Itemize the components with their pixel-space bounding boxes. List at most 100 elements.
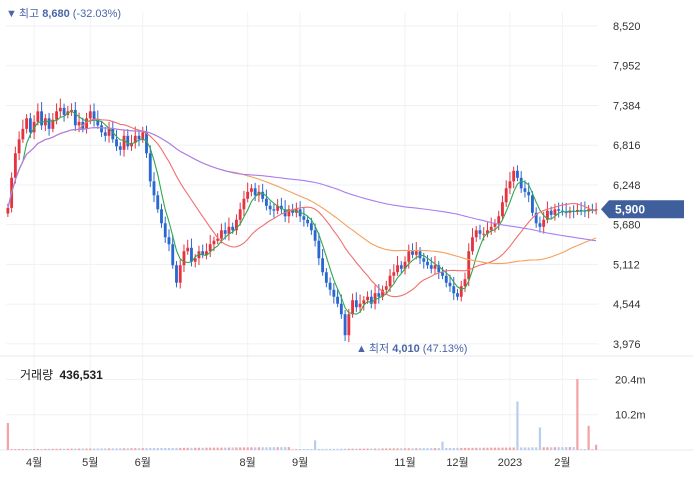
volume-bar	[171, 447, 174, 450]
candle-body	[223, 230, 227, 234]
volume-bar	[242, 447, 246, 450]
volume-bar	[377, 448, 380, 450]
candle-body	[167, 237, 171, 245]
volume-bar	[40, 448, 43, 450]
candle-body	[594, 209, 598, 211]
candle-body	[216, 238, 220, 241]
volume-bar	[520, 447, 523, 450]
volume-bar	[62, 448, 66, 450]
volume-bar	[59, 448, 62, 450]
volume-tick-label: 10.2m	[615, 410, 646, 422]
candle-body	[414, 251, 418, 255]
volume-bar	[347, 448, 350, 450]
volume-bar	[74, 448, 77, 450]
candle-body	[264, 198, 268, 206]
low-price-label: ▲ 최저 4,010 (47.13%)	[356, 340, 467, 356]
candle-body	[429, 265, 433, 269]
volume-bar	[557, 447, 560, 450]
candle-body	[253, 188, 257, 196]
volume-bar	[85, 448, 88, 450]
candle-body	[156, 195, 160, 210]
candle-body	[182, 251, 186, 266]
volume-bar	[287, 447, 291, 450]
volume-bar	[471, 447, 474, 450]
low-marker: ▲	[356, 343, 367, 355]
volume-bar	[265, 447, 268, 450]
candle-body	[324, 272, 328, 283]
candle-body	[152, 181, 156, 196]
candle-body	[497, 216, 501, 224]
volume-bar	[546, 447, 549, 450]
candle-body	[358, 303, 362, 308]
candle-body	[306, 219, 310, 224]
volume-bar	[310, 448, 313, 450]
candle-body	[201, 251, 205, 255]
volume-bar	[209, 447, 212, 450]
candle-body	[276, 205, 280, 211]
volume-bar	[134, 448, 137, 450]
candle-body	[557, 209, 561, 211]
candle-body	[238, 209, 242, 220]
candle-body	[366, 296, 369, 301]
candle-body	[527, 191, 531, 196]
candle-body	[190, 247, 193, 262]
volume-bar	[336, 448, 339, 450]
candle-body	[100, 125, 103, 133]
volume-bar	[321, 448, 324, 450]
volume-bar	[516, 401, 519, 450]
volume-bar	[130, 448, 133, 450]
x-tick-label: 6월	[135, 456, 151, 469]
candle-body	[21, 128, 25, 140]
volume-bar	[25, 448, 28, 450]
candle-body	[261, 191, 265, 199]
candle-body	[287, 209, 291, 217]
candle-body	[107, 128, 111, 136]
volume-bar	[373, 448, 377, 450]
high-prefix: 최고	[18, 8, 40, 20]
candle-body	[160, 209, 163, 224]
candle-body	[249, 188, 253, 192]
candle-body	[444, 275, 448, 283]
candle-body	[133, 135, 137, 143]
current-price-tag	[601, 200, 684, 219]
candle-body	[32, 121, 36, 133]
candle-body	[354, 300, 358, 308]
candle-body	[545, 210, 549, 220]
candle-body	[392, 272, 396, 276]
volume-bar	[295, 449, 298, 450]
candle-body	[418, 251, 422, 259]
candle-body	[478, 230, 482, 234]
high-change: (-32.03%)	[72, 8, 122, 20]
volume-bar	[576, 379, 579, 450]
candle-body	[302, 216, 306, 220]
volume-bar	[396, 448, 399, 450]
volume-bar	[145, 448, 148, 450]
candle-body	[332, 289, 336, 297]
candle-body	[118, 146, 122, 150]
volume-bar	[100, 448, 103, 450]
volume-bar	[299, 449, 302, 450]
volume-bar	[475, 447, 478, 450]
y-tick-label: 4,544	[613, 299, 641, 311]
candle-body	[321, 258, 325, 273]
volume-bar	[328, 448, 332, 450]
volume-bar	[186, 447, 189, 450]
candle-body	[208, 244, 212, 252]
candle-body	[227, 226, 231, 234]
y-tick-label: 6,248	[613, 180, 641, 192]
moving-average-line	[7, 127, 597, 242]
volume-bar	[152, 448, 156, 450]
volume-bar	[122, 448, 126, 450]
candle-body	[313, 230, 317, 241]
volume-bar	[568, 447, 572, 450]
volume-bar	[55, 448, 58, 450]
volume-bar	[81, 448, 84, 450]
volume-bar	[141, 448, 144, 450]
volume-bar	[565, 447, 568, 450]
x-tick-label: 2023	[498, 457, 522, 469]
candle-body	[272, 209, 276, 211]
volume-bar	[343, 448, 347, 450]
candle-body	[40, 111, 44, 126]
volume-bar	[448, 447, 452, 450]
volume-bar	[561, 447, 564, 450]
